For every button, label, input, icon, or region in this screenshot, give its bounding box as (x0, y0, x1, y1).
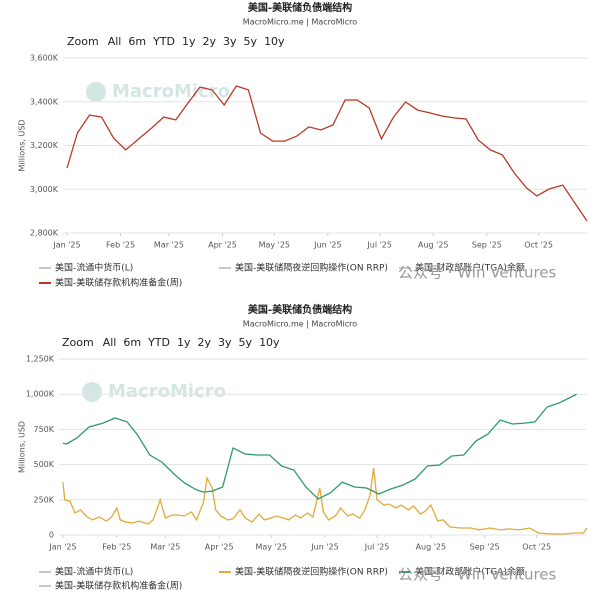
zoom-button[interactable]: 6m (128, 35, 146, 48)
y-tick-label: 500K (33, 460, 54, 469)
x-tick-label: May '25 (259, 241, 290, 250)
x-tick-label: Feb '25 (102, 543, 131, 552)
legend-item[interactable]: 美国-财政部账户(TGA)余额 (399, 566, 525, 578)
logo-icon (82, 382, 102, 402)
zoom-button[interactable]: 5y (244, 35, 258, 48)
x-tick-label: Feb '25 (106, 241, 135, 250)
y-axis-label: Millions, USD (18, 119, 27, 171)
legend-label: 美国-美联储隔夜逆回购操作(ON RRP) (235, 566, 388, 578)
zoom-button[interactable]: YTD (152, 35, 175, 48)
legend-item[interactable]: 美国-美联储存款机构准备金(周) (39, 580, 182, 592)
series-line (66, 85, 588, 222)
series-line (62, 393, 577, 500)
zoom-button[interactable]: 10y (264, 35, 285, 48)
y-tick-label: 750K (33, 425, 54, 434)
y-tick-label: 3,200K (30, 141, 59, 150)
legend-item[interactable]: 美国-流通中货币(L) (39, 566, 133, 578)
y-tick-label: 2,800K (30, 229, 59, 238)
zoom-button[interactable]: All (103, 336, 117, 349)
legend-label: 美国-财政部账户(TGA)余额 (415, 566, 525, 578)
chart-subtitle: MacroMicro.me | MacroMicro (243, 320, 357, 329)
y-tick-label: 1,000K (26, 390, 55, 399)
x-tick-label: Jan '25 (52, 241, 80, 250)
zoom-button[interactable]: 1y (182, 35, 196, 48)
chart-subtitle: MacroMicro.me | MacroMicro (243, 18, 357, 27)
legend-label: 美国-流通中货币(L) (55, 566, 133, 578)
x-tick-label: Aug '25 (416, 543, 447, 552)
chart-title: 美国-美联储负债端结构 (248, 1, 352, 14)
x-tick-label: Jun '25 (313, 241, 341, 250)
logo-watermark: MacroMicro (112, 81, 230, 102)
legend-item[interactable]: 美国-财政部账户(TGA)余额 (399, 262, 525, 274)
y-tick-label: 3,000K (30, 185, 59, 194)
x-tick-label: Sep '25 (470, 543, 500, 552)
y-tick-label: 1,250K (26, 355, 55, 364)
legend-item[interactable]: 美国-美联储隔夜逆回购操作(ON RRP) (219, 262, 388, 274)
y-tick-label: 3,600K (30, 54, 59, 63)
legend-label: 美国-流通中货币(L) (55, 262, 133, 274)
zoom-button[interactable]: 3y (223, 35, 237, 48)
y-tick-label: 3,400K (30, 97, 59, 106)
zoom-button[interactable]: 2y (198, 336, 212, 349)
chart-title: 美国-美联储负债端结构 (248, 303, 352, 316)
x-tick-label: Aug '25 (418, 241, 449, 250)
y-axis-label: Millions, USD (18, 421, 27, 473)
x-tick-label: Mar '25 (150, 543, 180, 552)
zoom-button[interactable]: All (108, 35, 122, 48)
x-tick-label: May '25 (255, 543, 286, 552)
legend-label: 美国-财政部账户(TGA)余额 (415, 262, 525, 274)
legend-label: 美国-美联储存款机构准备金(周) (55, 277, 182, 289)
zoom-label: Zoom (67, 35, 99, 48)
logo-watermark: MacroMicro (108, 381, 226, 402)
x-tick-label: Jul '25 (364, 543, 390, 552)
y-tick-label: 250K (33, 495, 54, 504)
x-tick-label: Jun '25 (310, 543, 338, 552)
legend-item[interactable]: 美国-美联储存款机构准备金(周) (39, 277, 182, 289)
zoom-button[interactable]: 2y (203, 35, 217, 48)
legend-item[interactable]: 美国-流通中货币(L) (39, 262, 133, 274)
x-tick-label: Apr '25 (208, 241, 237, 250)
zoom-button[interactable]: 10y (259, 336, 280, 349)
x-tick-label: Jul '25 (366, 241, 392, 250)
x-tick-label: Sep '25 (472, 241, 502, 250)
zoom-button[interactable]: 3y (218, 336, 232, 349)
legend-label: 美国-美联储隔夜逆回购操作(ON RRP) (235, 262, 388, 274)
watermark: 公众号 · Win Ventures (398, 566, 557, 584)
zoom-button[interactable]: YTD (147, 336, 170, 349)
legend-label: 美国-美联储存款机构准备金(周) (55, 580, 182, 592)
zoom-button[interactable]: 5y (239, 336, 253, 349)
zoom-label: Zoom (62, 336, 94, 349)
y-tick-label: 0 (49, 531, 54, 540)
x-tick-label: Apr '25 (205, 543, 234, 552)
series-line (62, 467, 588, 535)
watermark: 公众号 · Win Ventures (398, 264, 557, 282)
zoom-button[interactable]: 6m (123, 336, 141, 349)
x-tick-label: Oct '25 (524, 241, 553, 250)
legend-item[interactable]: 美国-美联储隔夜逆回购操作(ON RRP) (219, 566, 388, 578)
x-tick-label: Jan '25 (48, 543, 76, 552)
x-tick-label: Oct '25 (522, 543, 551, 552)
x-tick-label: Mar '25 (154, 241, 184, 250)
logo-icon (86, 82, 106, 102)
zoom-button[interactable]: 1y (177, 336, 191, 349)
